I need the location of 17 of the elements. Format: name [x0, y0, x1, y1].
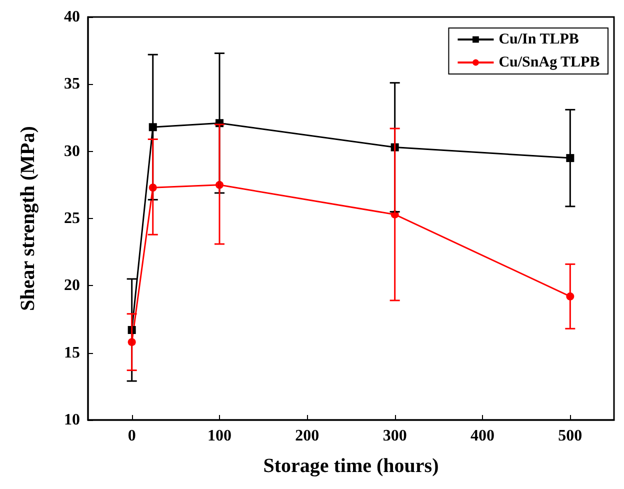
- y-tick-label: 20: [64, 277, 80, 294]
- x-tick-label: 200: [295, 428, 320, 444]
- x-tick-label: 300: [382, 428, 407, 444]
- legend-label: Cu/In TLPB: [498, 32, 579, 48]
- y-tick-label: 40: [64, 8, 80, 26]
- y-tick-label: 15: [64, 344, 80, 362]
- y-tick-label: 10: [64, 412, 80, 428]
- y-tick-label: 35: [64, 76, 80, 93]
- x-tick-label: 400: [470, 428, 494, 444]
- x-tick-label: 500: [558, 428, 582, 444]
- x-tick-label: 100: [208, 428, 232, 444]
- y-tick-label: 25: [64, 210, 80, 227]
- legend-label: Cu/SnAg TLPB: [498, 54, 600, 70]
- x-tick-label: 0: [128, 428, 136, 444]
- y-tick-label: 30: [64, 142, 80, 160]
- x-axis-title: Storage time (hours): [263, 455, 439, 477]
- y-axis-title: Shear strength (MPa): [17, 126, 39, 311]
